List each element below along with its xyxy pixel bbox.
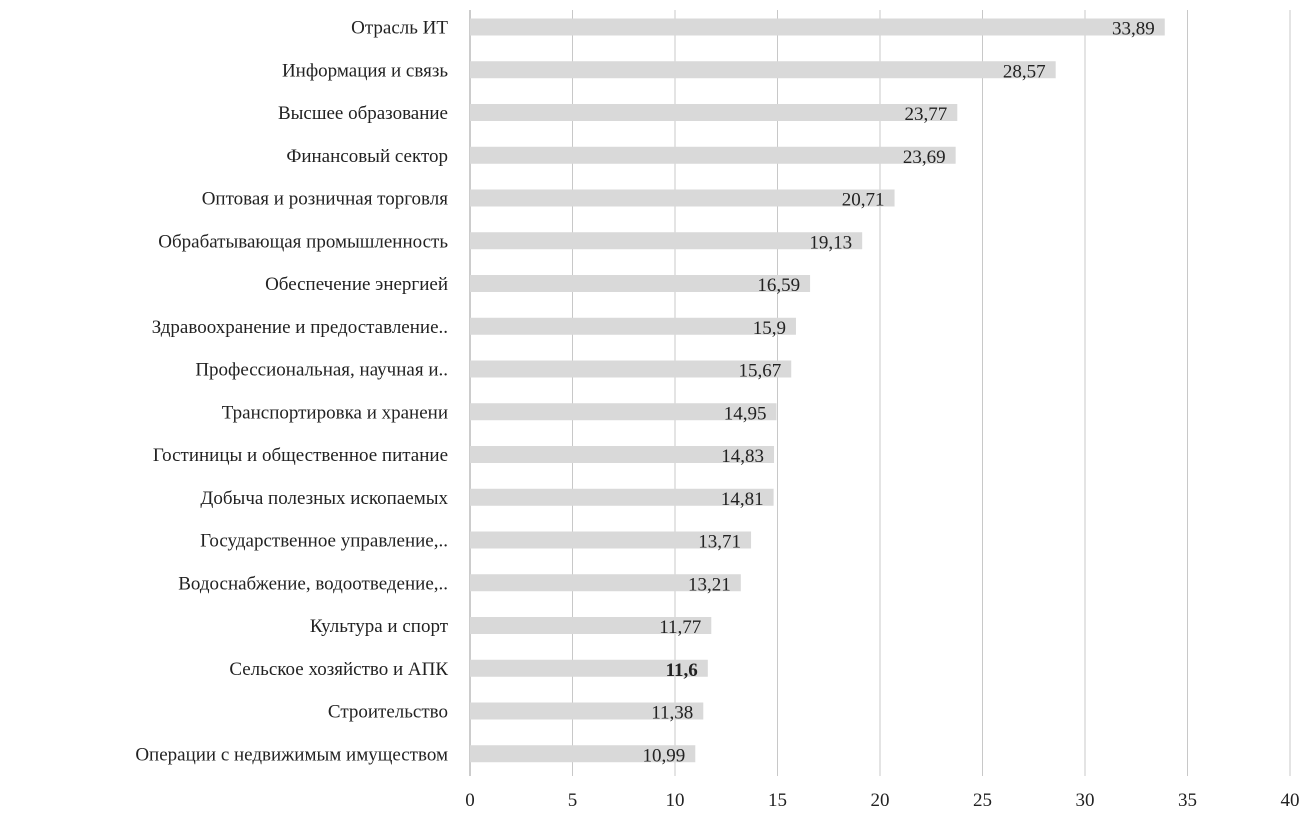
category-label: Транспортировка и хранени [222,402,448,423]
data-label: 19,13 [809,232,852,253]
category-label: Финансовый сектор [286,146,448,167]
bar [470,702,704,720]
bar [470,360,792,378]
category-label: Государственное управление,.. [200,531,448,552]
category-label: Обрабатывающая промышленность [158,231,448,252]
category-label: Высшее образование [278,103,448,124]
tick-layer: 0 5 10 15 20 25 30 35 40 [465,790,1299,811]
bar [470,146,956,164]
bar [470,189,895,207]
bar [470,659,708,677]
bar [470,317,796,335]
bar [470,403,777,421]
category-label: Гостиницы и общественное питание [153,445,448,466]
bar [470,531,752,549]
bar [470,488,774,506]
bar [470,574,741,592]
category-label: Здравоохранение и предоставление.. [152,317,448,338]
category-label: Обеспечение энергией [265,274,448,295]
category-label: Строительство [328,702,448,723]
x-tick-label: 0 [465,790,475,811]
data-label: 15,67 [738,361,781,382]
x-tick-label: 15 [768,790,787,811]
bar [470,18,1165,36]
data-label: 23,77 [905,104,948,125]
data-label: 10,99 [643,745,686,766]
label-layer: Отрасль ИТ 33,89 Информация и связь 28,57 Вы… [135,18,1154,767]
category-label: Операции с недвижимым имуществом [135,744,448,765]
x-tick-label: 10 [666,790,685,811]
category-label: Сельское хозяйство и АПК [229,659,448,680]
category-label: Оптовая и розничная торговля [202,189,449,210]
data-label: 11,6 [666,660,698,681]
bar [470,104,958,121]
bar [470,232,863,250]
x-tick-label: 40 [1281,790,1300,811]
category-label: Культура и спорт [310,616,449,637]
category-label: Информация и связь [282,60,448,81]
x-tick-label: 30 [1076,790,1095,811]
data-label: 11,38 [651,703,693,724]
data-label: 15,9 [753,318,786,339]
data-label: 33,89 [1112,19,1155,40]
data-label: 13,71 [698,532,741,553]
bar [470,61,1056,79]
data-label: 23,69 [903,147,946,168]
data-label: 13,21 [688,574,731,595]
x-tick-label: 5 [568,790,578,811]
category-label: Отрасль ИТ [351,18,448,39]
x-tick-label: 25 [973,790,992,811]
data-label: 14,83 [721,446,764,467]
bar [470,617,712,634]
category-label: Профессиональная, научная и.. [195,360,448,381]
x-tick-label: 20 [871,790,890,811]
bar [470,446,775,463]
bar [470,275,811,292]
bar [470,745,696,763]
data-label: 20,71 [842,190,885,211]
category-label: Добыча полезных ископаемых [200,488,448,509]
bar-layer [470,18,1165,763]
data-label: 14,81 [721,489,764,510]
grid-layer [469,10,1291,776]
category-label: Водоснабжение, водоотведение,.. [178,573,448,594]
data-label: 11,77 [659,617,701,638]
data-label: 14,95 [724,403,767,424]
x-tick-label: 35 [1178,790,1197,811]
data-label: 16,59 [757,275,800,296]
data-label: 28,57 [1003,61,1046,82]
